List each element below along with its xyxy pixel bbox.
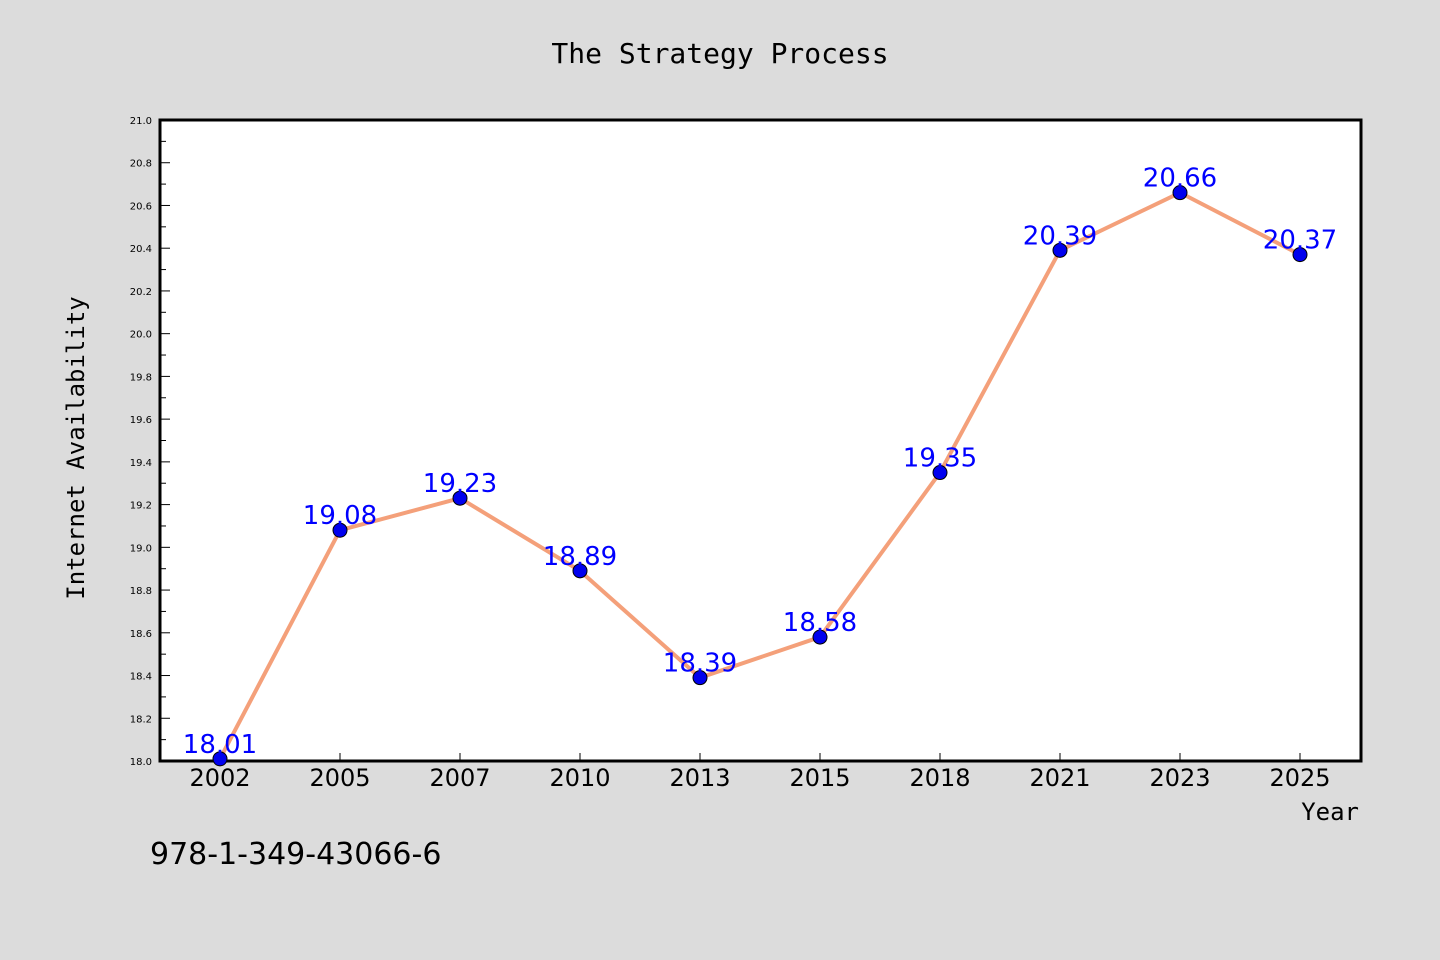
isbn-text: 978-1-349-43066-6: [150, 837, 441, 872]
x-tick-label: 2025: [1269, 764, 1330, 792]
x-tick-label: 2005: [309, 764, 370, 792]
y-tick-label: 19.8: [130, 372, 152, 383]
series-line-group: [218, 190, 1301, 760]
data-label: 20.37: [1263, 226, 1337, 256]
data-point: [332, 522, 348, 538]
x-tick-label: 2010: [549, 764, 610, 792]
data-label: 19.23: [423, 469, 497, 499]
y-tick-label: 20.6: [130, 201, 152, 212]
y-tick-label: 20.2: [130, 287, 152, 298]
y-tick-label: 19.6: [130, 415, 152, 426]
data-point: [1172, 185, 1188, 201]
y-tick-label: 21.0: [130, 116, 152, 127]
data-label: 18.01: [183, 730, 257, 760]
chart-title: The Strategy Process: [551, 37, 888, 70]
data-label: 18.39: [663, 649, 737, 679]
data-point: [452, 490, 468, 506]
data-label: 18.58: [783, 608, 857, 638]
plot-area: [158, 118, 1363, 763]
x-axis-label: Year: [1301, 798, 1359, 826]
y-tick-label: 19.2: [130, 501, 152, 512]
y-tick-label: 18.6: [130, 629, 152, 640]
x-axis: 2002 2005 2007 2010 2013 2015 2018 2021 2023 2025: [189, 753, 1331, 792]
x-tick-label: 2018: [909, 764, 970, 792]
data-label: 19.08: [303, 501, 377, 531]
series-line: [218, 190, 1301, 760]
y-axis-label: Internet Availability: [62, 296, 90, 599]
x-tick-label: 2007: [429, 764, 490, 792]
y-tick-label: 18.2: [130, 714, 152, 725]
y-tick-label: 20.8: [130, 159, 152, 170]
y-tick-label: 18.0: [130, 757, 152, 768]
data-point: [812, 629, 828, 645]
x-tick-label: 2013: [669, 764, 730, 792]
markers-group: [212, 185, 1308, 767]
x-tick-label: 2023: [1149, 764, 1210, 792]
y-tick-label: 19.0: [130, 543, 152, 554]
data-label: 20.66: [1143, 164, 1217, 194]
data-point: [932, 465, 948, 481]
x-tick-label: 2002: [189, 764, 250, 792]
data-point: [692, 670, 708, 686]
data-label: 20.39: [1023, 221, 1097, 251]
data-point: [572, 563, 588, 579]
y-tick-label: 20.4: [130, 244, 152, 255]
y-axis: 18.0 18.2 18.4 18.6 18.8 19.0 19.2 19.4 19.6 19.8…: [130, 116, 170, 768]
data-point: [212, 751, 228, 767]
x-tick-label: 2021: [1029, 764, 1090, 792]
data-label: 18.89: [543, 542, 617, 572]
y-tick-label: 18.4: [130, 672, 152, 683]
y-tick-label: 18.8: [130, 586, 152, 597]
data-label: 19.35: [903, 444, 977, 474]
data-labels-group: 18.01 19.08 19.23 18.89 18.39 18.58 19.35 20.39…: [183, 164, 1337, 760]
data-point: [1292, 247, 1308, 263]
y-tick-label: 20.0: [130, 330, 152, 341]
data-point: [1052, 242, 1068, 258]
y-tick-label: 19.4: [130, 458, 152, 469]
x-tick-label: 2015: [789, 764, 850, 792]
